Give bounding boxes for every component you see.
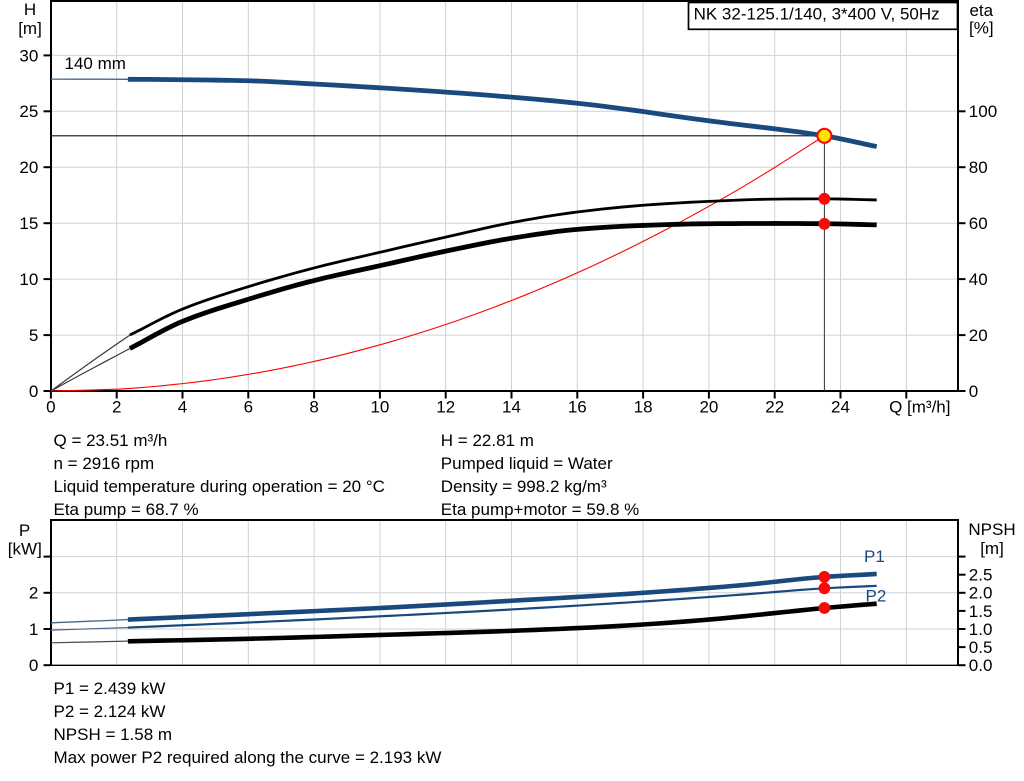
svg-text:20: 20 — [699, 397, 718, 416]
svg-text:10: 10 — [370, 397, 389, 416]
svg-text:0: 0 — [969, 382, 978, 401]
svg-text:0.0: 0.0 — [969, 656, 993, 675]
svg-text:12: 12 — [436, 397, 455, 416]
svg-text:25: 25 — [19, 102, 38, 121]
svg-text:Max power P2 required along th: Max power P2 required along the curve = … — [54, 748, 442, 767]
svg-text:P2 = 2.124 kW: P2 = 2.124 kW — [54, 702, 166, 721]
svg-text:2: 2 — [29, 584, 38, 603]
svg-text:16: 16 — [568, 397, 587, 416]
svg-text:Q [m³/h]: Q [m³/h] — [889, 397, 950, 416]
svg-text:0: 0 — [46, 397, 55, 416]
svg-text:20: 20 — [19, 158, 38, 177]
svg-text:Eta pump = 68.7 %: Eta pump = 68.7 % — [54, 500, 199, 519]
svg-text:n = 2916 rpm: n = 2916 rpm — [54, 454, 155, 473]
svg-text:Pumped liquid = Water: Pumped liquid = Water — [441, 454, 613, 473]
svg-text:80: 80 — [969, 158, 988, 177]
svg-text:4: 4 — [178, 397, 187, 416]
svg-text:18: 18 — [634, 397, 653, 416]
svg-text:40: 40 — [969, 270, 988, 289]
svg-text:H = 22.81 m: H = 22.81 m — [441, 431, 534, 450]
svg-text:NPSH: NPSH — [968, 520, 1015, 539]
svg-text:1: 1 — [29, 620, 38, 639]
svg-text:20: 20 — [969, 326, 988, 345]
svg-text:Liquid temperature during oper: Liquid temperature during operation = 20… — [54, 477, 385, 496]
svg-text:[m]: [m] — [980, 539, 1004, 558]
svg-text:0: 0 — [29, 382, 38, 401]
svg-text:[kW]: [kW] — [8, 539, 42, 558]
svg-text:60: 60 — [969, 214, 988, 233]
svg-text:[%]: [%] — [969, 19, 994, 38]
svg-text:NK 32-125.1/140, 3*400 V, 50Hz: NK 32-125.1/140, 3*400 V, 50Hz — [694, 4, 940, 23]
svg-text:[m]: [m] — [18, 19, 42, 38]
svg-text:P1: P1 — [864, 547, 885, 566]
svg-text:2.5: 2.5 — [969, 566, 993, 585]
svg-text:15: 15 — [19, 214, 38, 233]
svg-text:0.5: 0.5 — [969, 638, 993, 657]
svg-text:P1 = 2.439 kW: P1 = 2.439 kW — [54, 679, 166, 698]
svg-text:22: 22 — [765, 397, 784, 416]
svg-text:140 mm: 140 mm — [65, 54, 126, 73]
svg-text:0: 0 — [29, 656, 38, 675]
svg-text:8: 8 — [309, 397, 318, 416]
svg-text:5: 5 — [29, 326, 38, 345]
svg-text:P: P — [19, 521, 30, 540]
svg-text:2.0: 2.0 — [969, 584, 993, 603]
svg-text:2: 2 — [112, 397, 121, 416]
svg-text:Eta pump+motor = 59.8 %: Eta pump+motor = 59.8 % — [441, 500, 639, 519]
svg-text:6: 6 — [244, 397, 253, 416]
svg-text:30: 30 — [19, 46, 38, 65]
svg-text:Q = 23.51 m³/h: Q = 23.51 m³/h — [54, 431, 168, 450]
svg-text:14: 14 — [502, 397, 521, 416]
svg-text:H: H — [24, 0, 36, 19]
svg-text:NPSH = 1.58 m: NPSH = 1.58 m — [54, 725, 173, 744]
svg-text:10: 10 — [19, 270, 38, 289]
svg-text:P2: P2 — [866, 587, 887, 606]
svg-text:100: 100 — [969, 102, 997, 121]
svg-text:1.5: 1.5 — [969, 602, 993, 621]
svg-text:1.0: 1.0 — [969, 620, 993, 639]
svg-text:eta: eta — [969, 1, 993, 20]
svg-text:Density = 998.2 kg/m³: Density = 998.2 kg/m³ — [441, 477, 607, 496]
svg-text:24: 24 — [831, 397, 850, 416]
